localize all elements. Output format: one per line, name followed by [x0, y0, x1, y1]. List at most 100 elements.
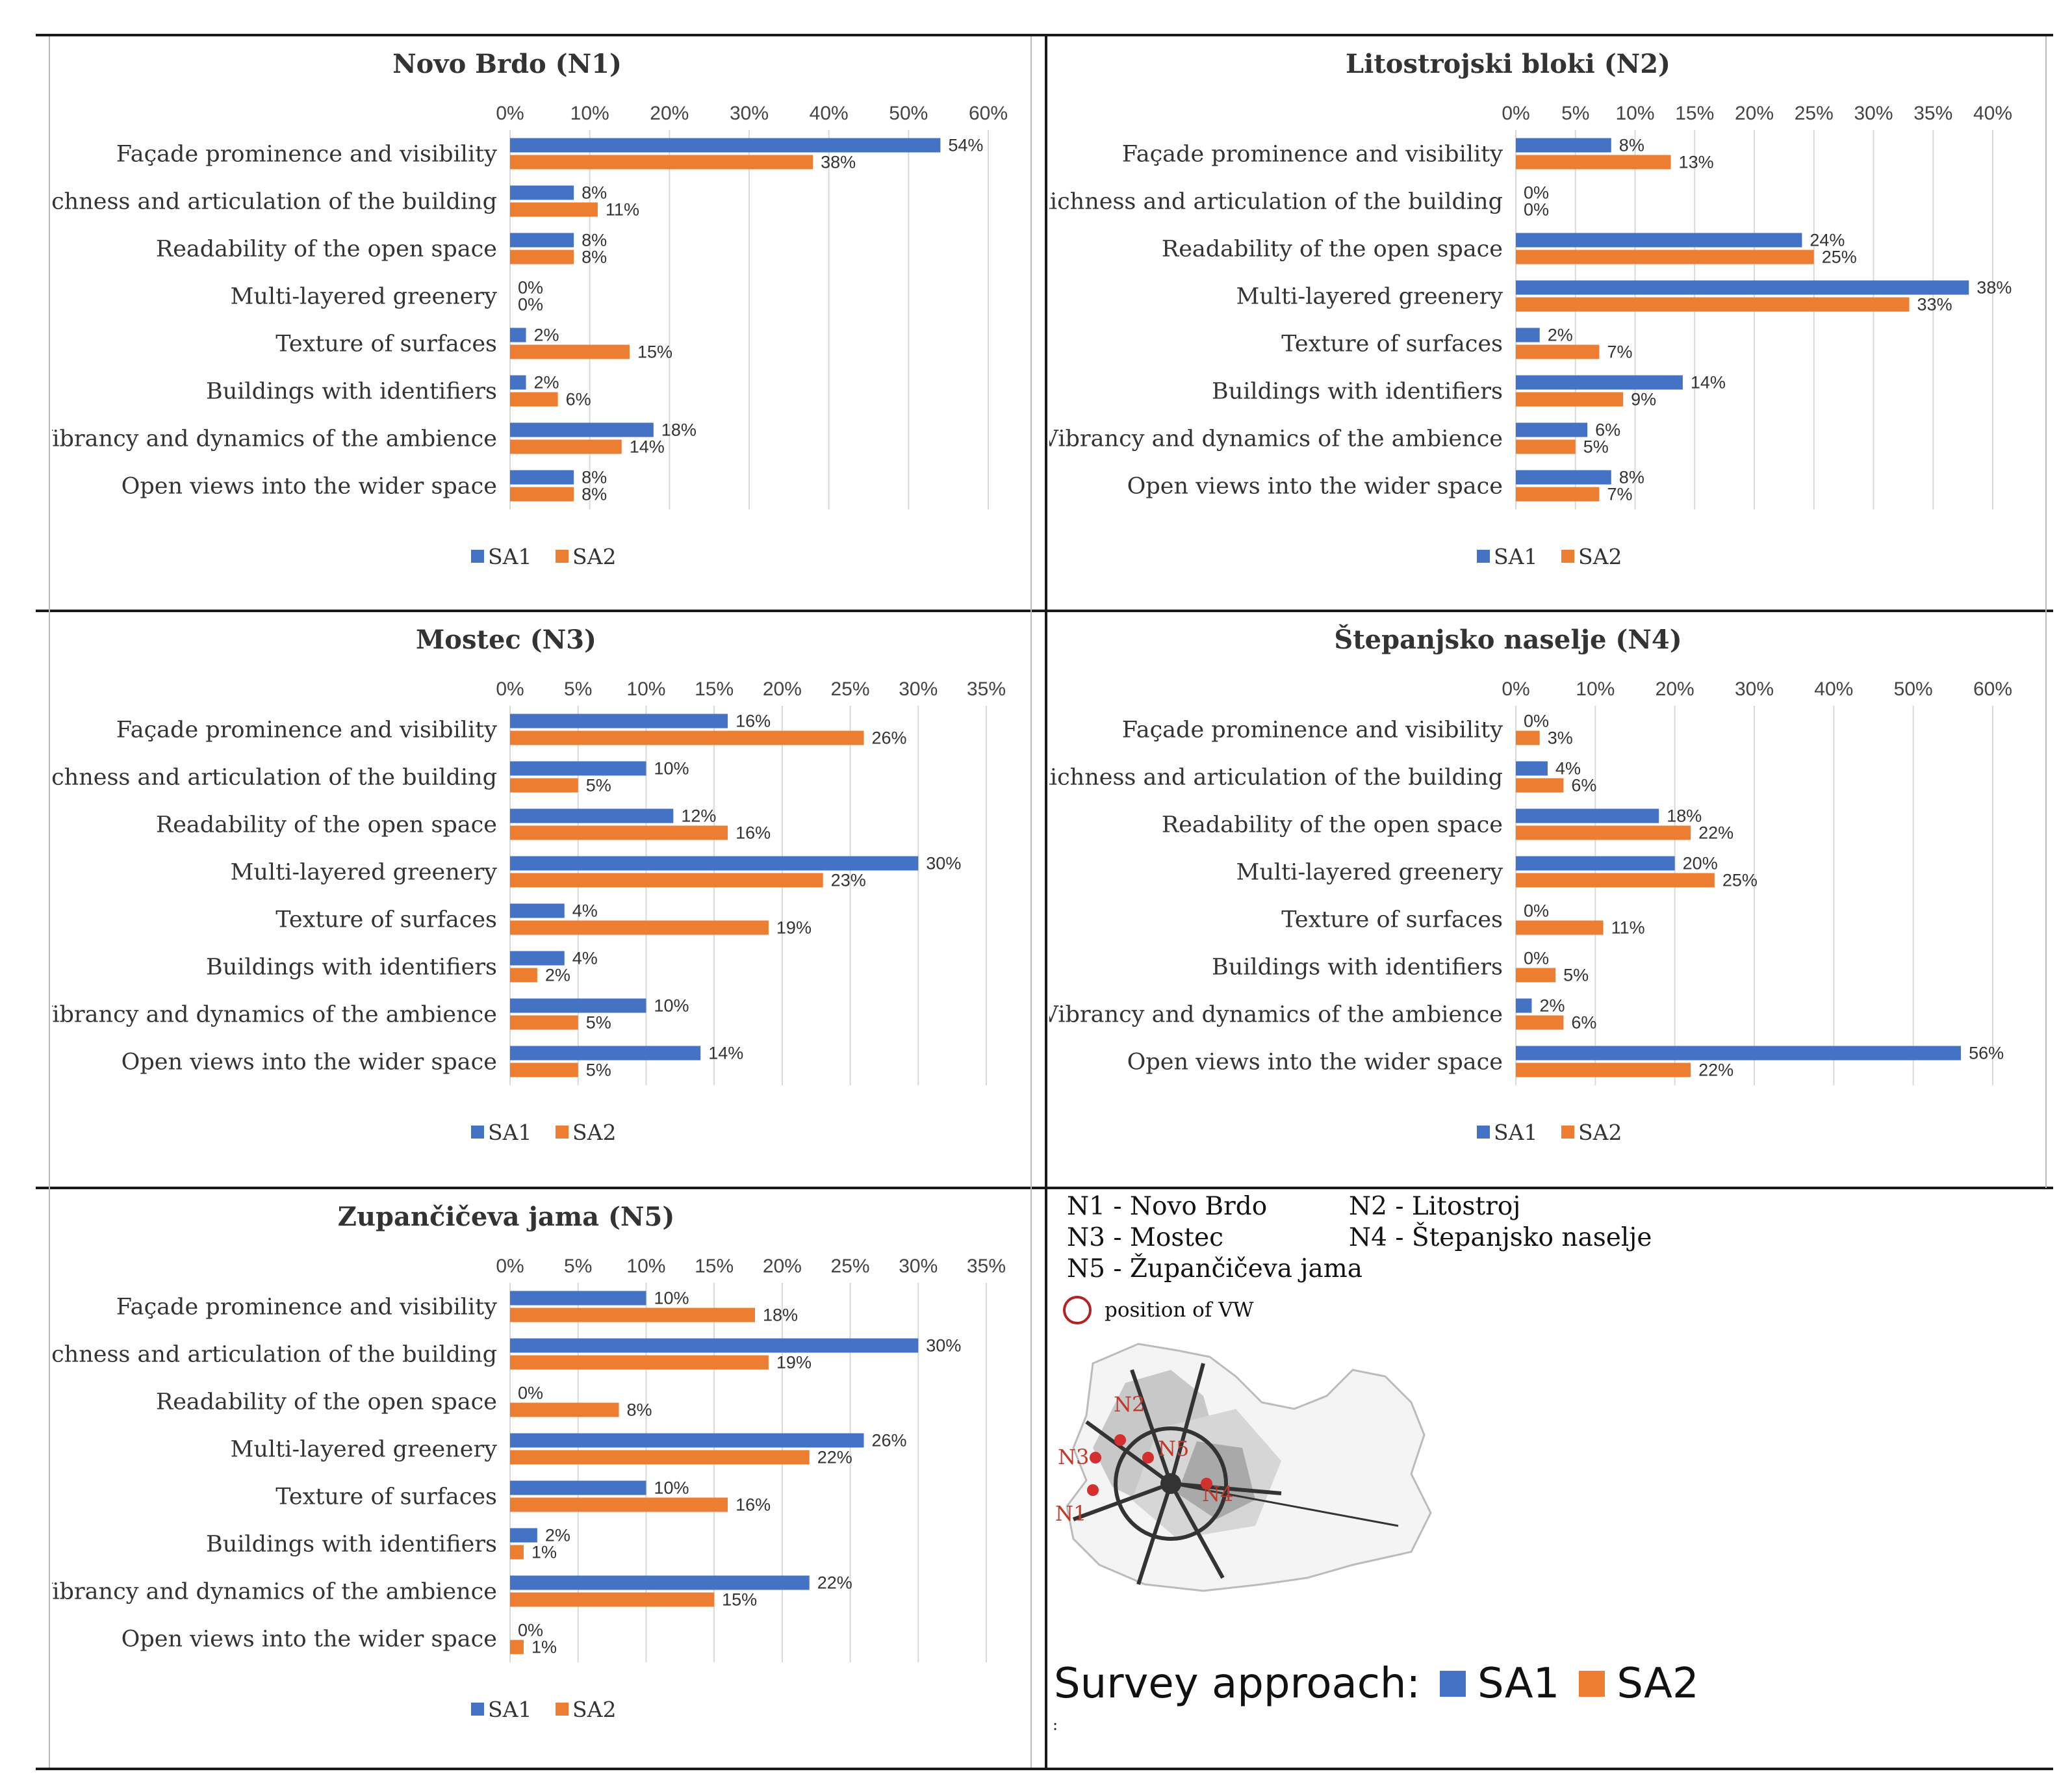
x-tick-label: 10% — [626, 1256, 665, 1277]
x-tick-label: 10% — [1576, 678, 1615, 700]
x-tick-label: 20% — [763, 678, 802, 700]
bar-sa1-texture-of-surfaces — [510, 1480, 646, 1495]
bar-sa2-facade-prominence-and-visibility — [510, 1308, 755, 1322]
bar-sa1-readability-of-the-open-space — [1516, 233, 1802, 248]
data-label-sa1: 14% — [1691, 373, 1726, 393]
category-label: Vibrancy and dynamics of the ambience — [1049, 426, 1503, 452]
chart-svg: Štepanjsko naselje (N4) 0% 10% 20% 30% 40% 50%… — [1049, 625, 2012, 1145]
bar-sa1-open-views-into-the-wider-space — [1516, 1046, 1962, 1061]
map-label-n3: N3 — [1058, 1445, 1089, 1469]
bar-sa2-open-views-into-the-wider-space — [510, 487, 574, 502]
legend-label-sa2: SA2 — [572, 1697, 616, 1722]
category-label: Façade prominence and visibility — [1122, 717, 1503, 743]
data-label-sa2: 8% — [627, 1400, 652, 1420]
category-label: Vibrancy and dynamics of the ambience — [52, 1579, 497, 1605]
chart-title: Mostec (N3) — [416, 625, 596, 655]
legend-swatch-sa2 — [1561, 1126, 1574, 1139]
bar-sa1-richness-and-articulation-of-the-building — [510, 761, 646, 776]
category-label: Richness and articulation of the buildin… — [52, 189, 497, 215]
bar-sa2-vibrancy-and-dynamics-of-the-ambience — [1516, 1015, 1564, 1030]
vw-n5-marker — [1142, 1452, 1154, 1463]
x-tick-label: 35% — [1913, 103, 1952, 124]
key-n1: N1 - Novo Brdo — [1067, 1192, 1268, 1221]
data-label-sa2: 5% — [586, 776, 611, 795]
key-n2: N2 - Litostroj — [1349, 1192, 1521, 1221]
top-rule — [36, 34, 2053, 36]
bar-sa2-texture-of-surfaces — [510, 344, 630, 359]
data-label-sa2: 5% — [586, 1013, 611, 1033]
bar-sa2-texture-of-surfaces — [1516, 920, 1604, 935]
legend-swatch-sa2 — [556, 550, 569, 563]
data-label-sa2: 9% — [1631, 390, 1656, 409]
bar-sa2-readability-of-the-open-space — [510, 1402, 619, 1417]
center-divider — [1045, 34, 1047, 1770]
data-label-sa2: 13% — [1679, 153, 1714, 172]
data-label-sa2: 23% — [831, 871, 866, 890]
category-label: Richness and articulation of the buildin… — [1049, 765, 1503, 791]
category-label: Open views into the wider space — [122, 1627, 497, 1653]
bar-sa1-facade-prominence-and-visibility — [510, 138, 941, 153]
data-label-sa2: 16% — [735, 1495, 771, 1515]
category-label: Open views into the wider space — [1127, 474, 1503, 500]
category-label: Façade prominence and visibility — [116, 717, 497, 743]
vw-n1-marker — [1087, 1484, 1099, 1496]
data-label-sa1: 54% — [948, 136, 983, 155]
category-label: Façade prominence and visibility — [116, 1295, 497, 1321]
bar-sa2-readability-of-the-open-space — [510, 250, 574, 264]
bar-sa1-vibrancy-and-dynamics-of-the-ambience — [1516, 998, 1532, 1013]
bar-sa1-facade-prominence-and-visibility — [510, 1291, 646, 1306]
data-label-sa1: 8% — [582, 183, 607, 203]
bar-sa2-open-views-into-the-wider-space — [1516, 487, 1600, 502]
bar-sa1-facade-prominence-and-visibility — [1516, 138, 1611, 153]
bar-sa1-richness-and-articulation-of-the-building — [510, 1338, 919, 1353]
city-map: N1 N2 N3 N4 N5 — [1055, 1343, 1432, 1592]
x-tick-label: 30% — [1854, 103, 1893, 124]
vw-positions — [1087, 1434, 1212, 1496]
survey-sa1-label: SA1 — [1477, 1660, 1560, 1708]
category-label: Readability of the open space — [156, 1389, 497, 1415]
map-label-n5: N5 — [1158, 1436, 1189, 1461]
data-label-sa2: 18% — [763, 1306, 798, 1325]
data-label-sa2: 25% — [1822, 248, 1857, 267]
category-label: Readability of the open space — [1162, 237, 1503, 263]
bar-sa1-vibrancy-and-dynamics-of-the-ambience — [1516, 422, 1588, 437]
data-label-sa2: 2% — [545, 966, 570, 985]
legend-label-sa1: SA1 — [488, 544, 531, 569]
legend-swatch-sa1 — [471, 550, 484, 563]
category-label: Texture of surfaces — [275, 907, 497, 933]
bar-sa2-open-views-into-the-wider-space — [1516, 1063, 1691, 1077]
data-label-sa2: 19% — [776, 1353, 812, 1372]
data-label-sa1: 8% — [582, 231, 607, 250]
legend-label-sa2: SA2 — [572, 544, 616, 569]
map-label-n2: N2 — [1114, 1392, 1145, 1417]
legend-label-sa1: SA1 — [488, 1120, 531, 1145]
data-label-sa1: 0% — [1524, 712, 1549, 731]
x-tick-label: 5% — [1561, 103, 1589, 124]
key-n5: N5 - Župančičeva jama — [1067, 1254, 1362, 1283]
data-label-sa1: 0% — [518, 1621, 543, 1640]
bottom-rule — [36, 1768, 2053, 1770]
bar-sa1-readability-of-the-open-space — [510, 233, 574, 248]
bar-sa1-open-views-into-the-wider-space — [1516, 470, 1611, 485]
bar-sa2-vibrancy-and-dynamics-of-the-ambience — [510, 1015, 578, 1030]
data-label-sa2: 0% — [1524, 200, 1549, 220]
category-label: Texture of surfaces — [275, 1484, 497, 1510]
category-label: Texture of surfaces — [1281, 907, 1503, 933]
category-label: Multi-layered greenery — [231, 1437, 498, 1463]
category-label: Texture of surfaces — [1281, 331, 1503, 357]
key-n3: N3 - Mostec — [1067, 1223, 1223, 1252]
data-label-sa1: 2% — [534, 326, 559, 345]
x-tick-label: 20% — [763, 1256, 802, 1277]
x-tick-label: 60% — [1973, 678, 2012, 700]
bar-sa1-texture-of-surfaces — [1516, 328, 1540, 342]
data-label-sa1: 18% — [661, 420, 697, 440]
data-label-sa1: 8% — [1619, 468, 1644, 487]
data-label-sa1: 2% — [534, 373, 559, 393]
sa2-swatch — [1579, 1671, 1605, 1697]
x-tick-label: 25% — [831, 1256, 870, 1277]
data-label-sa1: 0% — [1524, 901, 1549, 921]
x-tick-label: 0% — [496, 103, 524, 124]
data-label-sa1: 4% — [1555, 759, 1581, 779]
data-label-sa2: 22% — [817, 1448, 852, 1467]
data-label-sa1: 10% — [654, 996, 689, 1016]
